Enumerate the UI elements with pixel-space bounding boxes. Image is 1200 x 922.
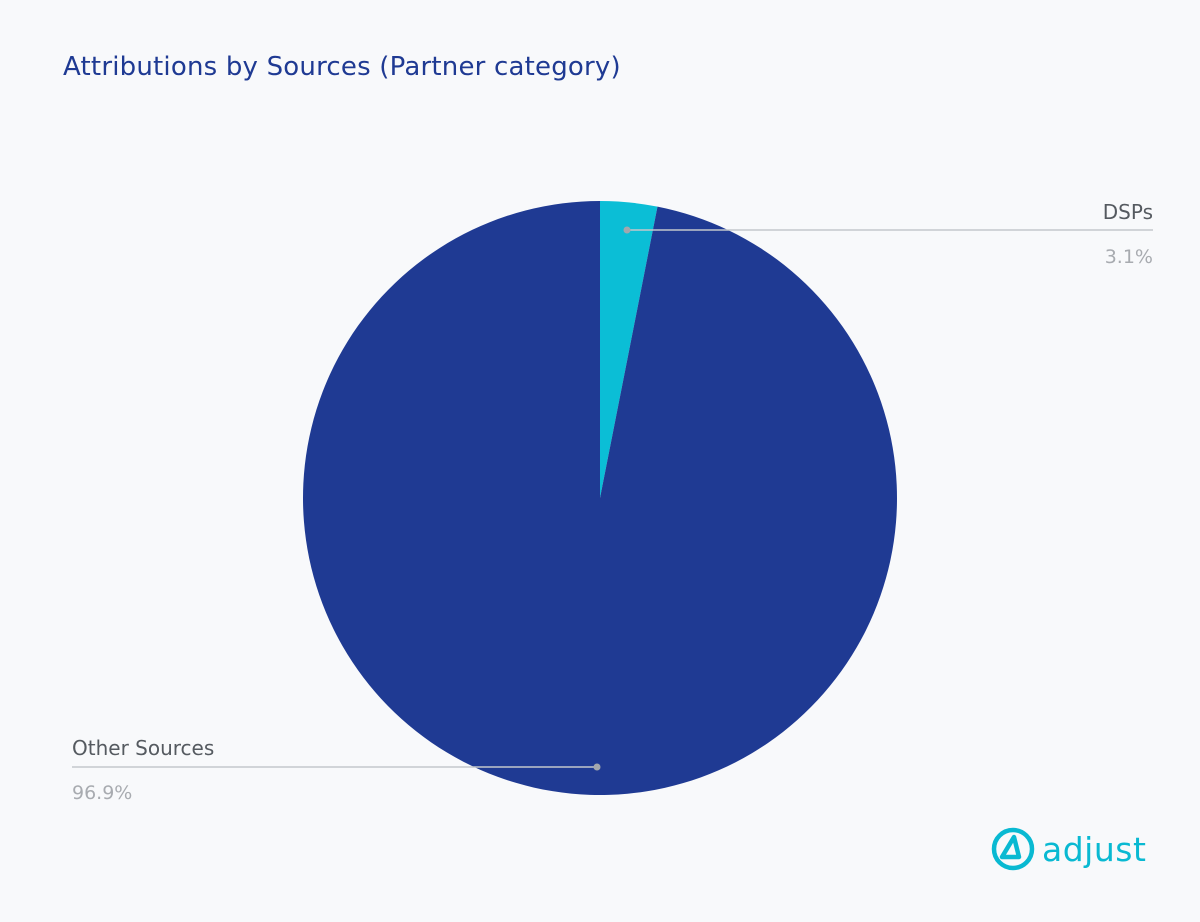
chart-title: Attributions by Sources (Partner categor… <box>63 52 621 82</box>
slice-value-label: 3.1% <box>1105 246 1153 268</box>
slice-value-label: 96.9% <box>72 782 132 804</box>
adjust-logo: adjust <box>990 824 1146 874</box>
adjust-logo-icon <box>991 827 1035 871</box>
slice-label: Other Sources <box>72 736 214 760</box>
slice-label: DSPs <box>1103 200 1153 224</box>
leader-dot <box>623 226 631 234</box>
leader-dot <box>593 763 601 771</box>
pie-slice-other-sources <box>302 201 897 795</box>
brand-name: adjust <box>1042 829 1147 869</box>
pie-slice-dsps <box>600 201 658 498</box>
